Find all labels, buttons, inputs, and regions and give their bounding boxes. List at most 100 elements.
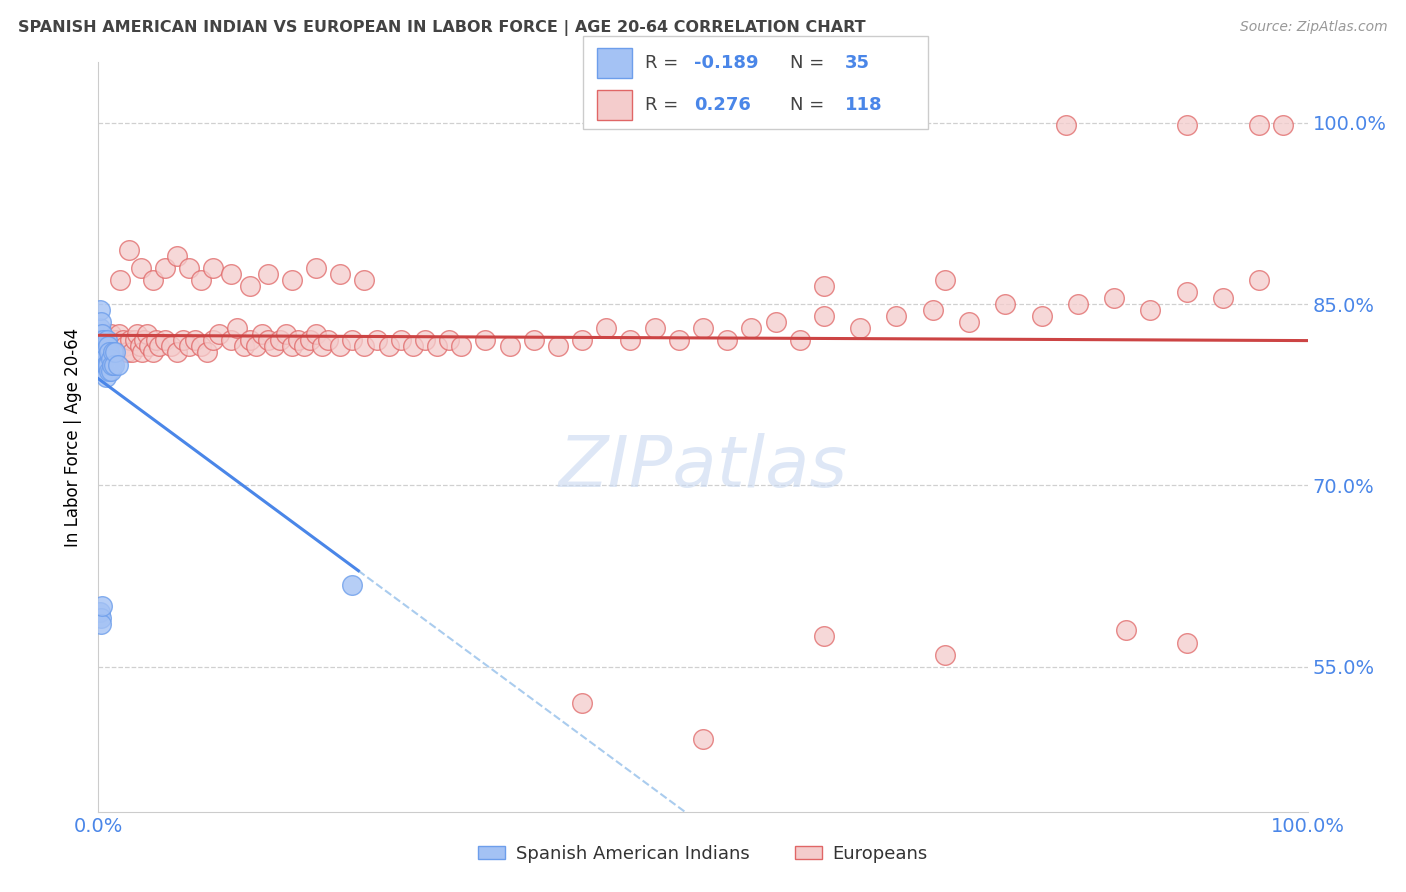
Point xyxy=(148,339,170,353)
Point xyxy=(1175,635,1198,649)
Point xyxy=(571,696,593,710)
Point xyxy=(1031,310,1053,324)
FancyBboxPatch shape xyxy=(598,90,631,120)
Point xyxy=(131,345,153,359)
Point xyxy=(450,339,472,353)
Point xyxy=(91,599,114,614)
Point xyxy=(957,315,980,329)
Text: R =: R = xyxy=(645,96,679,114)
Point xyxy=(274,327,297,342)
Point xyxy=(311,339,333,353)
Point xyxy=(89,321,111,335)
Point xyxy=(179,339,201,353)
Point xyxy=(299,334,322,348)
Point xyxy=(208,327,231,342)
Point xyxy=(1067,297,1090,311)
Point xyxy=(100,363,122,377)
Text: 0.276: 0.276 xyxy=(693,96,751,114)
Point xyxy=(90,611,112,625)
Point xyxy=(121,345,143,359)
Point xyxy=(813,310,835,324)
Point xyxy=(111,334,134,348)
Point xyxy=(239,279,262,293)
Point xyxy=(377,339,399,353)
Point xyxy=(1139,303,1161,318)
Point xyxy=(91,327,114,342)
Legend: Spanish American Indians, Europeans: Spanish American Indians, Europeans xyxy=(471,838,935,870)
Point xyxy=(127,327,149,342)
Text: ZIPatlas: ZIPatlas xyxy=(558,433,848,501)
Point xyxy=(523,334,546,348)
Text: Source: ZipAtlas.com: Source: ZipAtlas.com xyxy=(1240,20,1388,34)
Text: 35: 35 xyxy=(845,54,870,72)
Point xyxy=(190,273,212,287)
Point xyxy=(97,358,120,372)
Point xyxy=(281,339,304,353)
Point xyxy=(1272,118,1295,132)
Text: R =: R = xyxy=(645,54,679,72)
Point xyxy=(1115,624,1137,638)
Point xyxy=(692,732,714,747)
Point xyxy=(114,339,136,353)
Point xyxy=(97,345,120,359)
Text: 118: 118 xyxy=(845,96,883,114)
Point xyxy=(91,345,114,359)
Point xyxy=(221,334,243,348)
Point xyxy=(104,345,127,359)
Text: SPANISH AMERICAN INDIAN VS EUROPEAN IN LABOR FORCE | AGE 20-64 CORRELATION CHART: SPANISH AMERICAN INDIAN VS EUROPEAN IN L… xyxy=(18,20,866,36)
Point xyxy=(195,345,218,359)
Point xyxy=(226,321,249,335)
Point xyxy=(91,334,114,348)
Point xyxy=(921,303,943,318)
Point xyxy=(934,648,956,662)
Y-axis label: In Labor Force | Age 20-64: In Labor Force | Age 20-64 xyxy=(65,327,83,547)
Point xyxy=(90,345,112,359)
Point xyxy=(245,339,267,353)
Point xyxy=(103,358,125,372)
Point xyxy=(413,334,436,348)
Point xyxy=(263,339,285,353)
Point xyxy=(98,363,121,377)
Point xyxy=(94,369,117,384)
Text: N =: N = xyxy=(790,96,824,114)
Point xyxy=(644,321,666,335)
Point xyxy=(142,345,165,359)
Point xyxy=(849,321,872,335)
Point xyxy=(118,334,141,348)
Point xyxy=(571,334,593,348)
Point xyxy=(93,363,115,377)
Text: N =: N = xyxy=(790,54,824,72)
Point xyxy=(316,334,339,348)
Point xyxy=(256,334,278,348)
Point xyxy=(619,334,641,348)
Point xyxy=(498,339,520,353)
Point xyxy=(292,339,315,353)
Point xyxy=(1249,118,1271,132)
Point xyxy=(135,327,157,342)
Point xyxy=(107,358,129,372)
Point xyxy=(108,273,131,287)
Point xyxy=(668,334,690,348)
Point xyxy=(595,321,617,335)
Point xyxy=(342,334,364,348)
Text: -0.189: -0.189 xyxy=(693,54,758,72)
Point xyxy=(389,334,412,348)
Point xyxy=(98,345,121,359)
Point xyxy=(281,273,304,287)
FancyBboxPatch shape xyxy=(583,36,928,129)
Point xyxy=(329,339,352,353)
Point xyxy=(134,334,156,348)
Point xyxy=(124,334,146,348)
Point xyxy=(1175,118,1198,132)
Point xyxy=(138,339,160,353)
Point xyxy=(1102,291,1125,305)
Point xyxy=(117,345,139,359)
Point xyxy=(96,358,118,372)
Point xyxy=(166,345,188,359)
Point xyxy=(1175,285,1198,299)
Point xyxy=(402,339,425,353)
Point xyxy=(329,267,352,281)
Point xyxy=(93,327,115,342)
Point xyxy=(101,339,124,353)
Point xyxy=(437,334,460,348)
